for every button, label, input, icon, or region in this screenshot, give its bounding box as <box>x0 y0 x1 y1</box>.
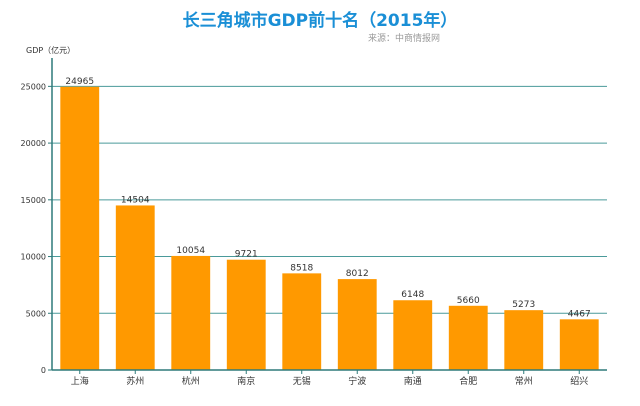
y-axis-label: GDP（亿元） <box>26 46 76 55</box>
bar <box>448 305 488 370</box>
data-label: 24965 <box>65 77 94 87</box>
bar <box>60 86 100 370</box>
x-tick-label: 常州 <box>515 375 533 387</box>
bar <box>559 319 599 370</box>
x-tick-label: 上海 <box>71 375 89 387</box>
data-label: 8518 <box>290 263 313 273</box>
data-label: 6148 <box>401 290 424 300</box>
labels: 0 5000 10000 15000 20000 25000 24965 上海 14504 苏州 1… <box>21 77 591 387</box>
x-tick-label: 绍兴 <box>570 375 588 387</box>
bar <box>393 300 433 370</box>
y-tick-label: 5000 <box>26 309 46 318</box>
data-label: 9721 <box>235 250 258 260</box>
y-tick-label: 10000 <box>21 253 46 262</box>
bar <box>337 279 377 370</box>
bar <box>282 273 322 370</box>
bar <box>171 255 211 370</box>
bar <box>504 310 544 370</box>
bars <box>60 86 599 370</box>
chart-title: 长三角城市GDP前十名（2015年） <box>182 11 458 31</box>
data-label: 8012 <box>346 269 369 279</box>
x-tick-label: 宁波 <box>348 375 366 387</box>
axes <box>48 58 607 374</box>
data-label: 4467 <box>568 309 591 319</box>
data-label: 5660 <box>457 296 480 306</box>
x-tick-label: 杭州 <box>182 375 200 387</box>
x-tick-label: 无锡 <box>293 376 311 387</box>
x-tick-label: 南京 <box>237 375 255 387</box>
y-tick-label: 20000 <box>21 139 46 148</box>
data-label: 5273 <box>512 300 535 310</box>
chart-source: 来源：中商情报网 <box>367 34 440 44</box>
data-label: 10054 <box>176 246 205 256</box>
y-tick-label: 0 <box>41 366 46 375</box>
data-label: 14504 <box>121 195 150 205</box>
x-tick-label: 合肥 <box>459 375 477 387</box>
y-tick-label: 15000 <box>21 196 46 205</box>
bar <box>115 205 155 370</box>
x-tick-label: 南通 <box>404 375 422 387</box>
y-tick-label: 25000 <box>21 82 46 91</box>
x-tick-label: 苏州 <box>126 375 144 387</box>
bar <box>226 259 266 370</box>
